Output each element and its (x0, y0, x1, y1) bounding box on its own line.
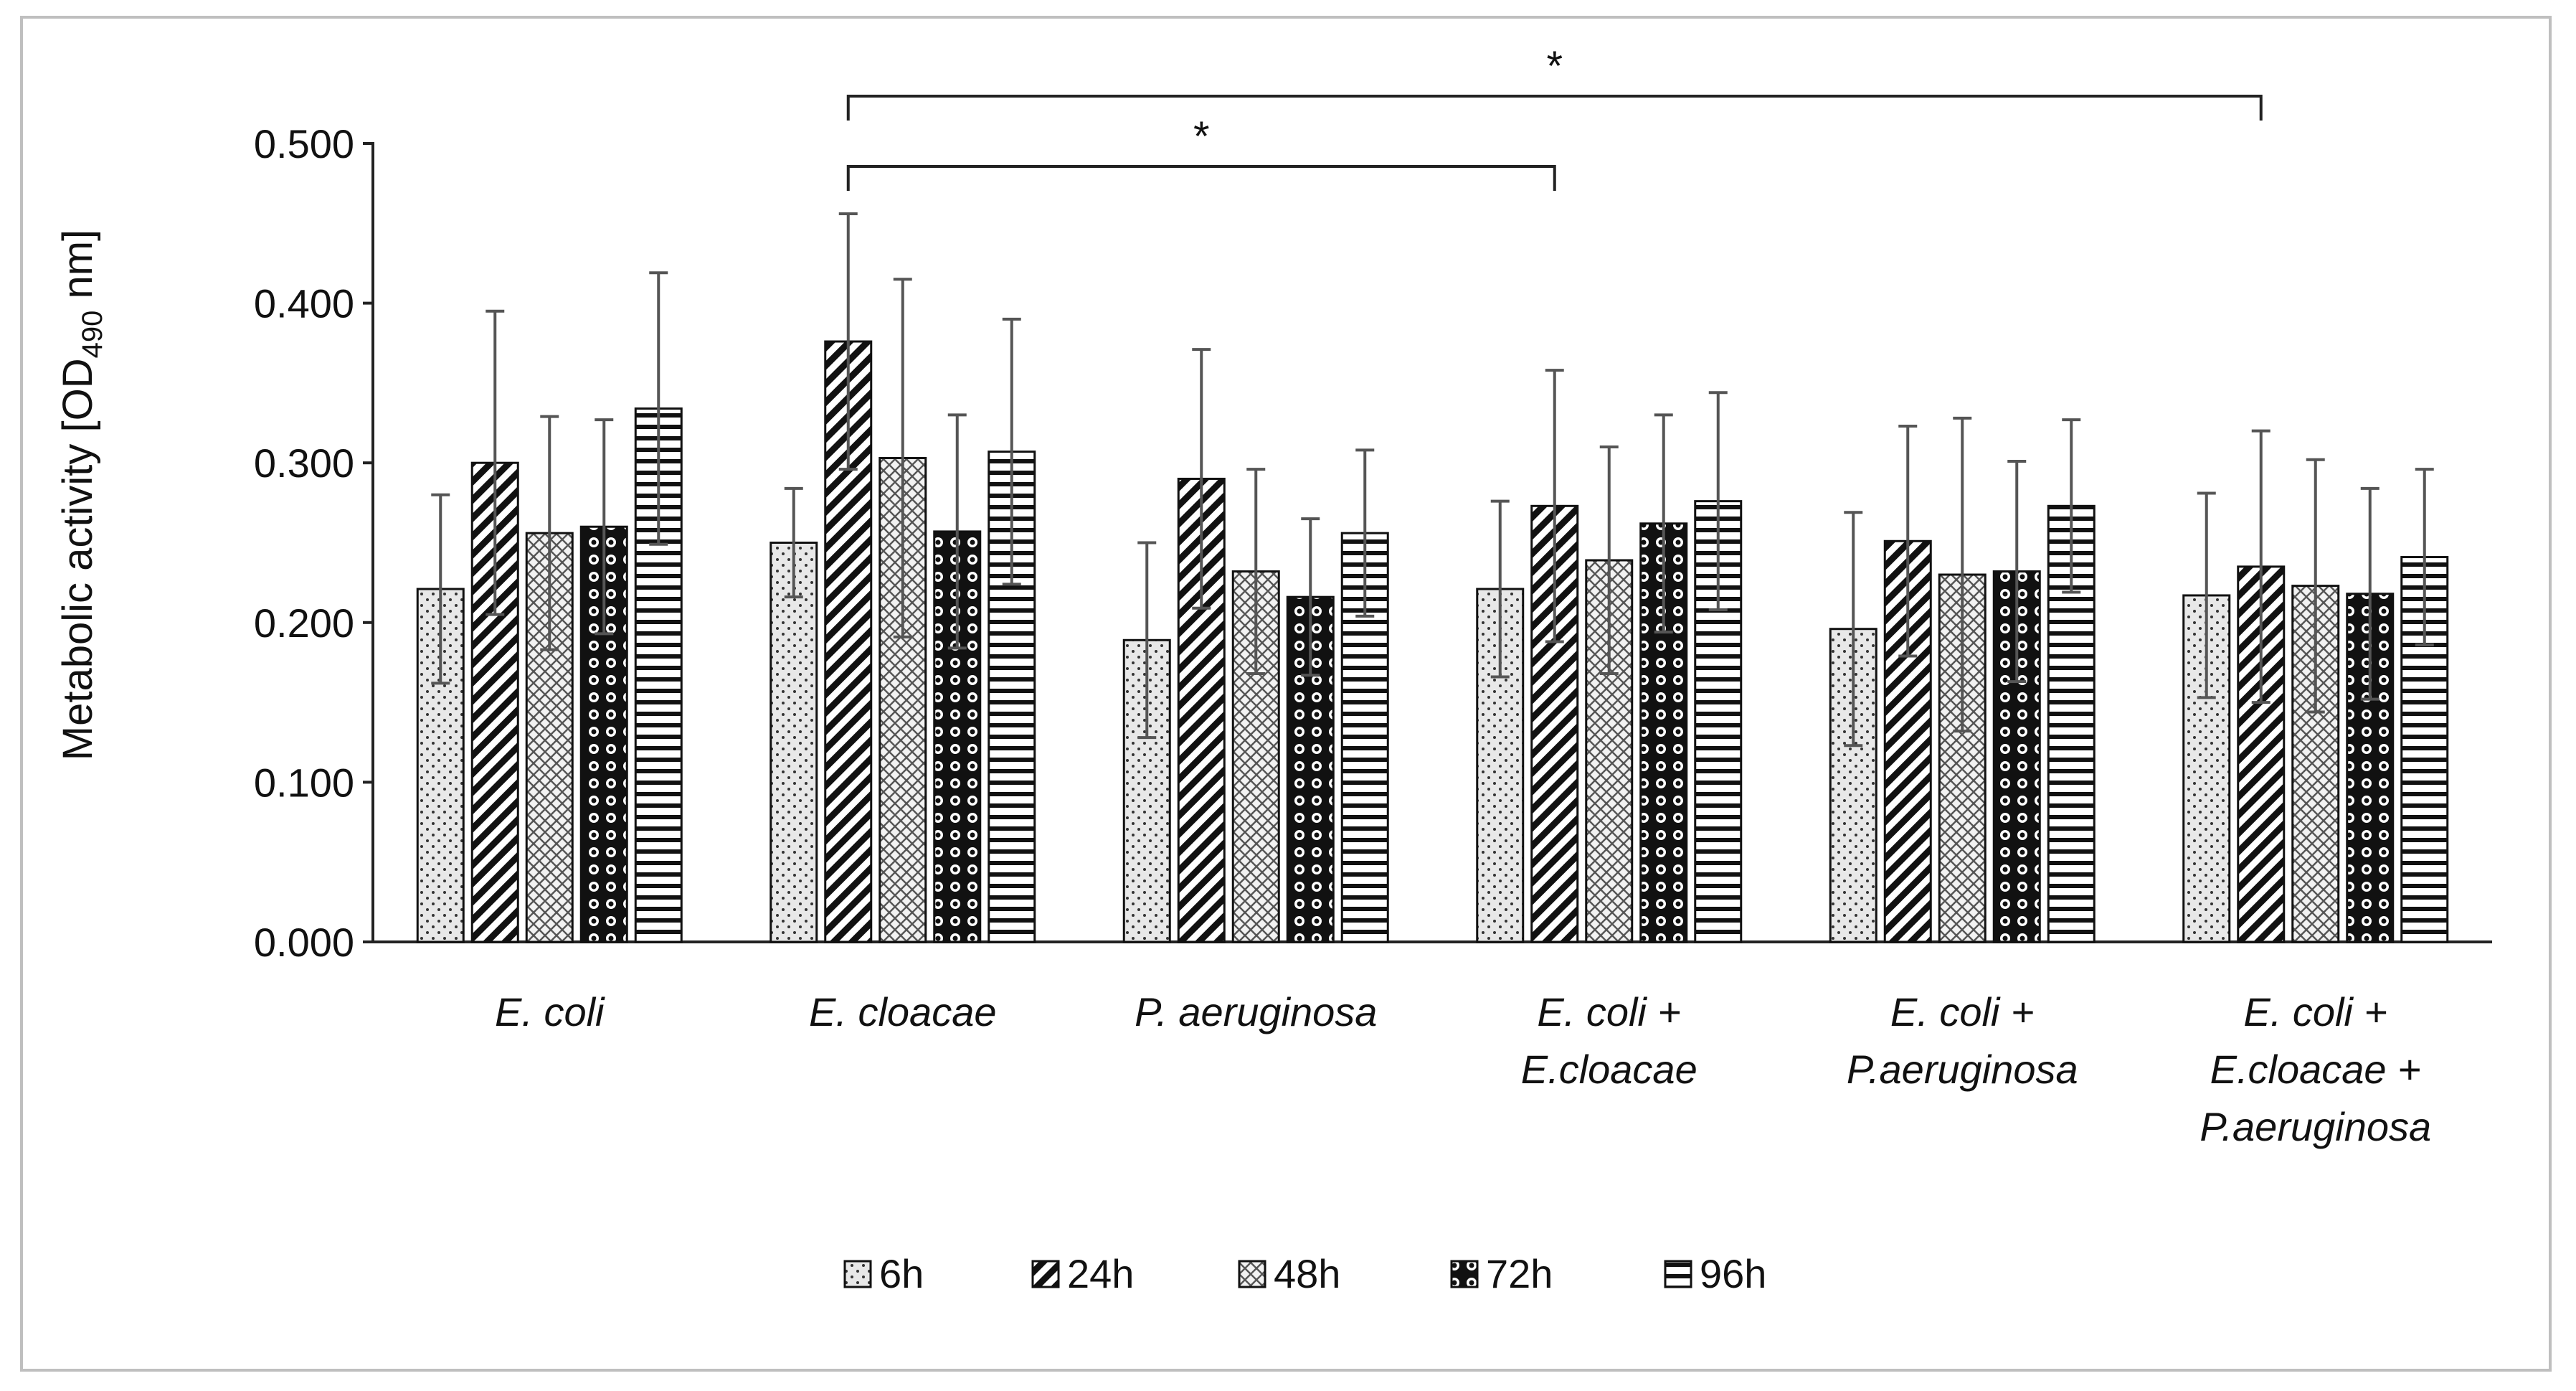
legend-swatch (1664, 1260, 1692, 1288)
legend-swatch (1238, 1260, 1266, 1288)
significance-bracket (846, 165, 1556, 191)
category-label: P. aeruginosa (1135, 989, 1377, 1034)
legend-label: 24h (1067, 1251, 1134, 1296)
x-axis-labels: E. coli E. cloacae P. aeruginosa E. coli + E… (495, 989, 2431, 1149)
y-axis-label: Metabolic activity [OD490 nm] (55, 230, 108, 760)
legend-label: 96h (1700, 1251, 1766, 1296)
y-axis: 0.000 0.100 0.200 0.300 0.400 0.500 (254, 121, 2492, 965)
significance-marker: * (1546, 43, 1563, 90)
bar (634, 407, 683, 943)
category-label: E. coli + P.aeruginosa (1847, 989, 2078, 1092)
legend-swatch (1450, 1260, 1479, 1288)
y-tick-label: 0.400 (254, 281, 354, 326)
legend-swatch (1031, 1260, 1060, 1288)
legend-swatch (843, 1260, 872, 1288)
category-label: E. cloacae (809, 989, 997, 1034)
bar (2237, 565, 2286, 943)
y-tick-label: 0.100 (254, 760, 354, 805)
legend: 6h 24h 48h 72h 96h (843, 1251, 1766, 1296)
y-tick-label: 0.500 (254, 121, 354, 166)
category-label: E. coli + E.cloacae + P.aeruginosa (2199, 989, 2431, 1149)
bar (770, 542, 818, 943)
legend-label: 72h (1486, 1251, 1553, 1296)
y-tick-label: 0.200 (254, 600, 354, 646)
legend-label: 6h (879, 1251, 924, 1296)
bar (1639, 522, 1688, 943)
y-tick-label: 0.000 (254, 920, 354, 965)
bars (416, 212, 2449, 943)
legend-label: 48h (1274, 1251, 1340, 1296)
significance-bracket (846, 95, 2263, 121)
y-axis-label-subscript: 490 (77, 311, 108, 359)
significance-marker: * (1193, 113, 1210, 160)
significance-layer: ** (846, 43, 2263, 191)
bar (579, 525, 628, 943)
category-label: E. coli + E.cloacae (1521, 989, 1697, 1092)
category-label: E. coli (495, 989, 605, 1034)
y-tick-label: 0.300 (254, 440, 354, 486)
